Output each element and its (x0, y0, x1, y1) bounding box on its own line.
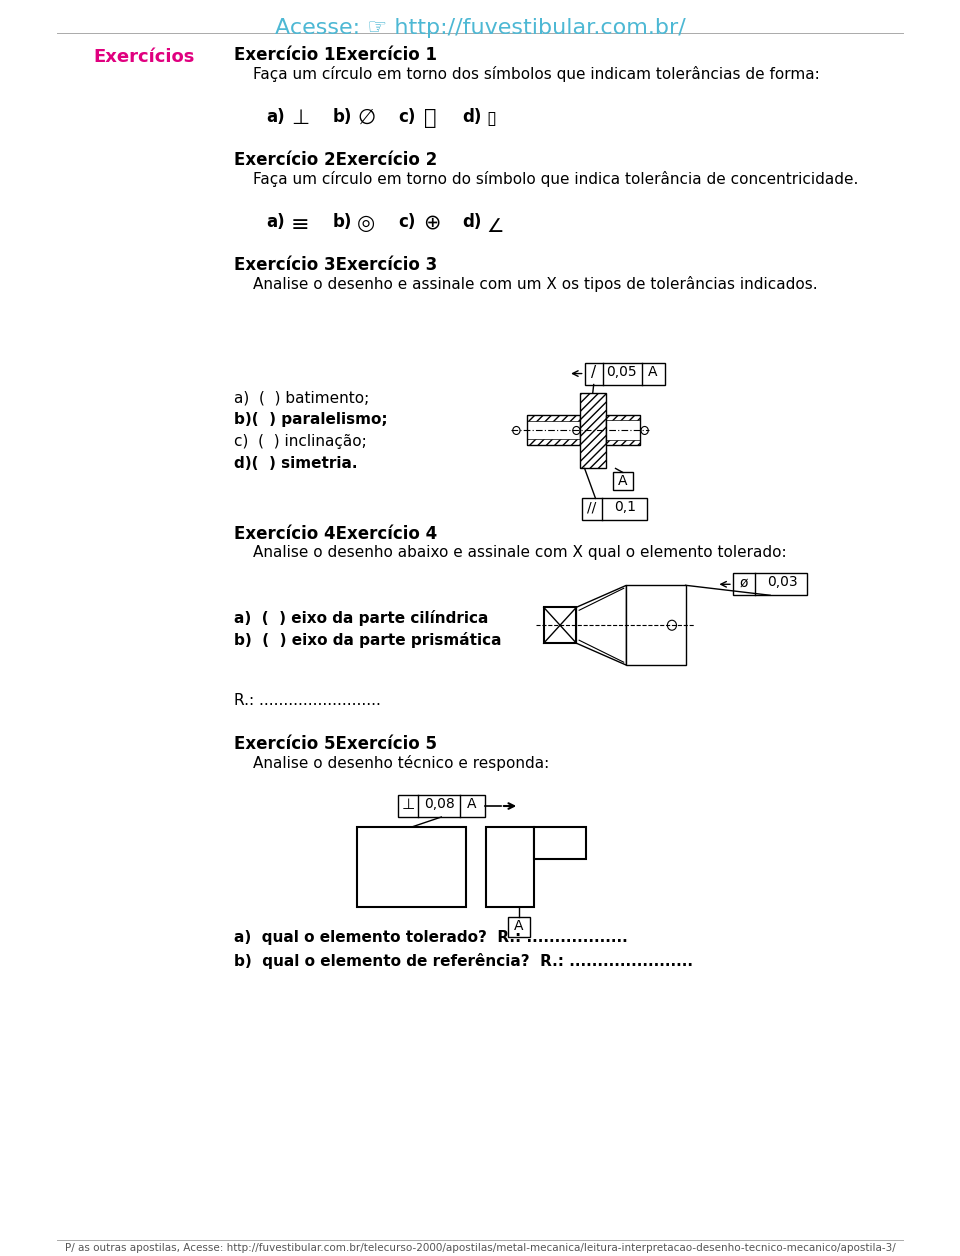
Text: b): b) (332, 108, 352, 126)
Text: b): b) (332, 212, 352, 231)
Text: ∅: ∅ (357, 108, 375, 128)
Text: Faça um círculo em torno do símbolo que indica tolerância de concentricidade.: Faça um círculo em torno do símbolo que … (252, 171, 858, 187)
Text: A: A (468, 798, 476, 811)
Text: /: / (591, 364, 596, 379)
Text: R.: .........................: R.: ......................... (234, 693, 381, 708)
Bar (732, 573, 807, 595)
Text: ▯: ▯ (487, 109, 496, 128)
Text: Analise o desenho e assinale com um X os tipos de tolerâncias indicados.: Analise o desenho e assinale com um X os… (252, 275, 817, 291)
Text: b)  (  ) eixo da parte prismática: b) ( ) eixo da parte prismática (234, 632, 502, 648)
Text: Exercício 2Exercício 2: Exercício 2Exercício 2 (234, 151, 438, 168)
Text: ≡: ≡ (291, 215, 309, 235)
Text: 0,05: 0,05 (607, 364, 637, 378)
Text: c): c) (398, 212, 416, 231)
Bar (527, 416, 580, 446)
Text: b)(  ) paralelismo;: b)( ) paralelismo; (234, 412, 388, 427)
Bar (582, 499, 647, 520)
Text: ◎: ◎ (357, 212, 375, 232)
Text: ⊕: ⊕ (423, 212, 441, 232)
Text: a): a) (266, 108, 285, 126)
Bar (627, 585, 685, 666)
Bar (606, 416, 640, 446)
Text: A: A (515, 919, 524, 933)
Bar (487, 826, 534, 907)
Text: P/ as outras apostilas, Acesse: http://fuvestibular.com.br/telecurso-2000/aposti: P/ as outras apostilas, Acesse: http://f… (64, 1243, 896, 1253)
Text: a)  qual o elemento tolerado?  R.: ..................: a) qual o elemento tolerado? R.: .......… (234, 929, 628, 945)
Bar (527, 440, 580, 446)
Text: ⊥: ⊥ (291, 108, 309, 128)
Text: d)(  ) simetria.: d)( ) simetria. (234, 456, 358, 471)
Bar (508, 917, 530, 937)
Polygon shape (576, 585, 627, 666)
Text: c)  (  ) inclinação;: c) ( ) inclinação; (234, 435, 367, 450)
Bar (398, 795, 485, 816)
Text: Analise o desenho abaixo e assinale com X qual o elemento tolerado:: Analise o desenho abaixo e assinale com … (252, 545, 786, 560)
Text: ⊥: ⊥ (401, 798, 415, 813)
Bar (612, 472, 633, 490)
Text: Exercício 4Exercício 4: Exercício 4Exercício 4 (234, 525, 438, 544)
Text: d): d) (462, 108, 481, 126)
Text: Exercício 5Exercício 5: Exercício 5Exercício 5 (234, 735, 438, 754)
Bar (527, 416, 580, 422)
Text: a)  (  ) batimento;: a) ( ) batimento; (234, 391, 370, 406)
Text: a): a) (266, 212, 285, 231)
Bar (580, 393, 606, 468)
Text: 0,08: 0,08 (423, 798, 454, 811)
Text: Exercícios: Exercícios (93, 48, 195, 67)
Text: b)  qual o elemento de referência?  R.: ......................: b) qual o elemento de referência? R.: ..… (234, 953, 693, 968)
Bar (543, 607, 576, 643)
Bar (606, 441, 640, 446)
Text: Analise o desenho técnico e responda:: Analise o desenho técnico e responda: (252, 755, 549, 771)
Bar (606, 416, 640, 421)
Text: Faça um círculo em torno dos símbolos que indicam tolerâncias de forma:: Faça um círculo em torno dos símbolos qu… (252, 65, 819, 82)
Bar (357, 826, 467, 907)
Text: d): d) (462, 212, 481, 231)
Text: 0,1: 0,1 (613, 500, 636, 515)
Text: ⌢: ⌢ (423, 108, 436, 128)
Text: A: A (648, 364, 658, 378)
Text: 0,03: 0,03 (767, 575, 798, 589)
Text: A: A (618, 475, 628, 489)
Text: Exercício 3Exercício 3: Exercício 3Exercício 3 (234, 256, 438, 274)
Text: Exercício 1Exercício 1: Exercício 1Exercício 1 (234, 46, 438, 64)
Text: //: // (588, 500, 596, 515)
Text: c): c) (398, 108, 416, 126)
Bar (585, 363, 664, 384)
Text: a)  (  ) eixo da parte cilíndrica: a) ( ) eixo da parte cilíndrica (234, 610, 489, 627)
Bar (534, 826, 587, 859)
Text: Acesse: ☞ http://fuvestibular.com.br/: Acesse: ☞ http://fuvestibular.com.br/ (275, 18, 685, 38)
Text: ∠: ∠ (487, 217, 504, 236)
Text: ø: ø (739, 575, 748, 589)
